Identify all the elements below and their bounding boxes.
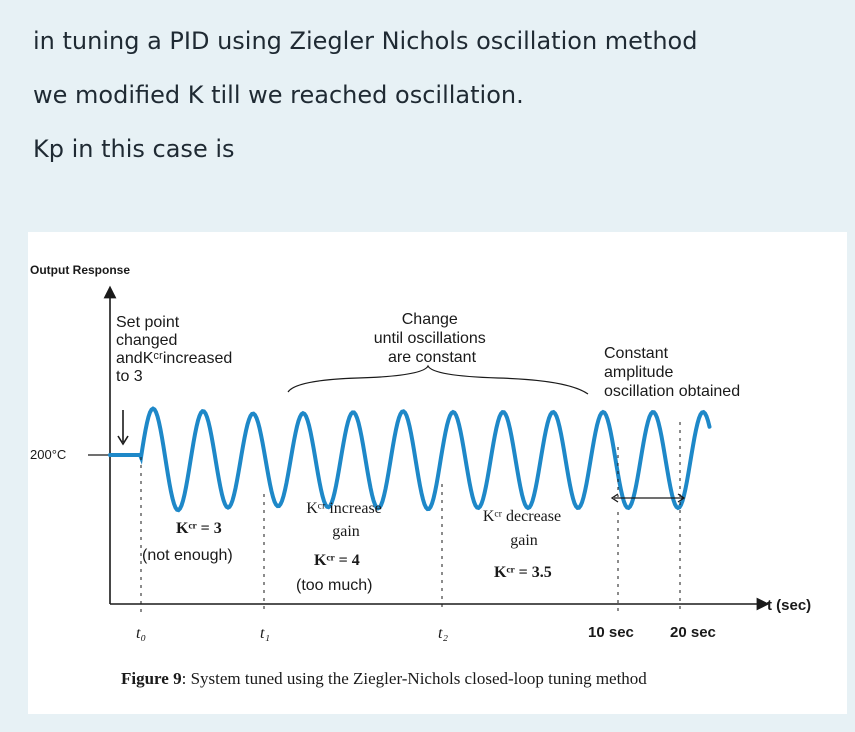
tick-10sec: 10 sec [588, 624, 634, 641]
brace-icon [287, 364, 589, 395]
tick-t2: t₂ [438, 625, 448, 642]
question-line-3: Kp in this case is [33, 135, 235, 163]
tuning-diagram: Output Response 200°C Set point changed … [30, 263, 811, 688]
label-not-enough: (not enough) [142, 547, 233, 564]
ann-change-line-1: Change [402, 311, 458, 328]
question-text: in tuning a PID using Ziegler Nichols os… [33, 14, 697, 176]
kcr-decrease-line-1: Kᶜʳ decrease [483, 508, 561, 525]
ann-constant-line-1: Constant [604, 345, 669, 362]
y-axis-title: Output Response [30, 263, 130, 277]
ann-constant-line-2: amplitude [604, 364, 673, 381]
setpoint-label: 200°C [30, 447, 66, 462]
question-line-2: we modified K till we reached oscillatio… [33, 81, 524, 109]
annotation-set-point: Set point changed andKᶜʳincreased to 3 [116, 314, 237, 385]
ann-set-point-line-1: Set point [116, 314, 180, 331]
label-kcr-4: Kᶜʳ = 4 [314, 552, 360, 569]
caption-bold: Figure 9 [121, 669, 182, 688]
kcr-increase-line-2: gain [332, 523, 360, 540]
figure-caption: Figure 9: System tuned using the Ziegler… [121, 669, 647, 688]
ann-constant-line-3: oscillation obtained [604, 383, 740, 400]
label-kcr-3-5: Kᶜʳ = 3.5 [494, 564, 552, 581]
period-arrow-right [677, 493, 686, 503]
ann-set-point-line-3: andKᶜʳincreased [116, 350, 232, 367]
label-too-much: (too much) [296, 577, 372, 594]
question-line-1: in tuning a PID using Ziegler Nichols os… [33, 27, 698, 55]
figure-card: Output Response 200°C Set point changed … [28, 232, 847, 714]
label-kcr-increase: Kᶜʳ increase gain [306, 500, 386, 540]
ann-change-line-2: until oscillations [374, 330, 486, 347]
label-kcr-3: Kᶜʳ = 3 [176, 520, 222, 537]
kcr-increase-line-1: Kᶜʳ increase [306, 500, 382, 517]
tick-t0: t₀ [136, 625, 146, 642]
ann-change-line-3: are constant [388, 349, 477, 366]
kcr-decrease-line-2: gain [510, 532, 538, 549]
x-axis-label: t (sec) [767, 597, 811, 614]
response-curve [108, 406, 712, 513]
ann-set-point-line-2: changed [116, 332, 177, 349]
caption-rest: : System tuned using the Ziegler-Nichols… [182, 669, 648, 688]
period-arrow-left [610, 493, 619, 503]
setpoint-arrow-head [117, 435, 129, 446]
annotation-change: Change until oscillations are constant [374, 311, 491, 366]
annotation-constant: Constant amplitude oscillation obtained [604, 345, 740, 400]
ann-set-point-line-4: to 3 [116, 368, 143, 385]
label-kcr-decrease: Kᶜʳ decrease gain [483, 508, 565, 549]
tick-20sec: 20 sec [670, 624, 716, 641]
tick-t1: t₁ [260, 625, 270, 642]
